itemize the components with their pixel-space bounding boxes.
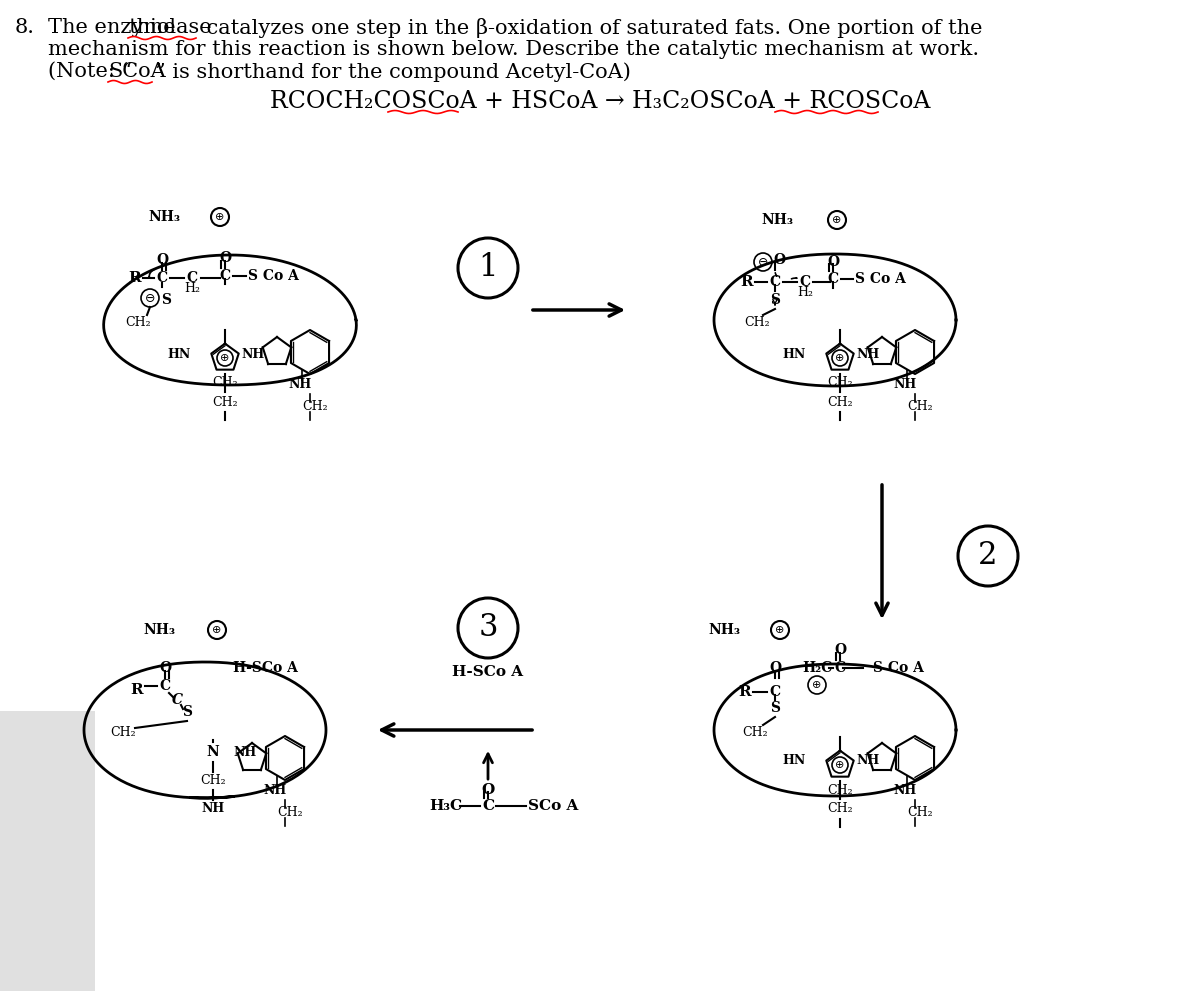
Text: 2: 2 — [978, 540, 997, 572]
Text: CH₂: CH₂ — [907, 807, 932, 820]
Text: 1: 1 — [479, 253, 498, 283]
Text: thiolase: thiolase — [128, 18, 211, 37]
Text: NH₃: NH₃ — [148, 210, 180, 224]
Text: CH₂: CH₂ — [742, 725, 768, 738]
Text: O: O — [827, 255, 839, 269]
Text: H-SCo A: H-SCo A — [233, 661, 298, 675]
Text: S: S — [770, 293, 780, 307]
Text: H-SCo A: H-SCo A — [452, 665, 523, 679]
FancyArrowPatch shape — [149, 269, 155, 277]
Text: C: C — [834, 661, 846, 675]
Text: NH: NH — [893, 784, 917, 797]
Text: ” is shorthand for the compound Acetyl-CoA): ” is shorthand for the compound Acetyl-C… — [155, 62, 631, 81]
Text: catalyzes one step in the β-oxidation of saturated fats. One portion of the: catalyzes one step in the β-oxidation of… — [200, 18, 983, 38]
Text: S: S — [161, 293, 172, 307]
Text: HN: HN — [782, 754, 805, 767]
Text: NH: NH — [893, 378, 917, 390]
Text: CH₂: CH₂ — [302, 400, 328, 413]
Text: SCo A: SCo A — [528, 799, 578, 813]
Text: S Co A: S Co A — [854, 272, 906, 286]
Text: CH₂: CH₂ — [907, 400, 932, 413]
Text: H₂C: H₂C — [802, 661, 832, 675]
Text: C: C — [186, 271, 198, 285]
Text: S Co A: S Co A — [248, 269, 299, 283]
Text: ⊕: ⊕ — [215, 212, 224, 222]
Text: C: C — [160, 679, 170, 693]
Text: ⊖: ⊖ — [145, 291, 155, 304]
Text: NH₃: NH₃ — [708, 623, 740, 637]
Text: HN: HN — [167, 348, 191, 361]
FancyArrowPatch shape — [792, 277, 797, 278]
Text: CH₂: CH₂ — [110, 725, 136, 738]
Text: CH₂: CH₂ — [277, 807, 302, 820]
Text: (Note: “: (Note: “ — [48, 62, 132, 81]
Text: O: O — [218, 251, 232, 265]
Text: NH: NH — [263, 784, 287, 797]
Text: NH₃: NH₃ — [143, 623, 175, 637]
Text: RCOCH₂COSCoA + HSCoA → H₃C₂OSCoA + RCOSCoA: RCOCH₂COSCoA + HSCoA → H₃C₂OSCoA + RCOSC… — [270, 90, 930, 113]
Text: H₃C: H₃C — [430, 799, 462, 813]
Text: NH: NH — [857, 348, 880, 361]
Text: CH₂: CH₂ — [212, 377, 238, 389]
Text: C: C — [799, 275, 810, 289]
Text: O: O — [158, 661, 172, 675]
Text: S Co A: S Co A — [874, 661, 924, 675]
Text: O: O — [769, 661, 781, 675]
Text: H₂: H₂ — [797, 285, 814, 298]
Text: The enzyme: The enzyme — [48, 18, 182, 37]
Text: H₂: H₂ — [184, 281, 200, 294]
Text: mechanism for this reaction is shown below. Describe the catalytic mechanism at : mechanism for this reaction is shown bel… — [48, 40, 979, 59]
Text: O: O — [156, 253, 168, 267]
Text: C: C — [769, 685, 780, 699]
Text: NH: NH — [202, 802, 224, 815]
Text: R: R — [128, 271, 142, 285]
Text: ⊕: ⊕ — [833, 215, 841, 225]
Text: CH₂: CH₂ — [827, 377, 853, 389]
Text: S: S — [770, 701, 780, 715]
Text: CH₂: CH₂ — [744, 315, 770, 328]
Text: C: C — [482, 799, 494, 813]
Text: CH₂: CH₂ — [827, 784, 853, 797]
FancyArrowPatch shape — [775, 273, 776, 276]
Text: N: N — [206, 745, 220, 759]
Text: CH₂: CH₂ — [827, 803, 853, 816]
Text: O: O — [773, 253, 785, 267]
Text: C: C — [828, 272, 839, 286]
Text: C: C — [172, 693, 182, 707]
Text: 3: 3 — [479, 612, 498, 643]
Text: C: C — [220, 269, 230, 283]
Text: CH₂: CH₂ — [125, 315, 151, 328]
Text: SCoA: SCoA — [108, 62, 166, 81]
Text: HN: HN — [782, 348, 805, 361]
Text: CH₂: CH₂ — [827, 395, 853, 408]
Text: C: C — [769, 275, 780, 289]
Text: ⊕: ⊕ — [775, 625, 785, 635]
Bar — [0, 711, 95, 991]
Text: CH₂: CH₂ — [200, 774, 226, 787]
Text: NH: NH — [857, 754, 880, 767]
Text: 8.: 8. — [14, 18, 35, 37]
Text: ⊕: ⊕ — [835, 353, 845, 363]
Text: R: R — [739, 685, 751, 699]
Text: NH: NH — [288, 378, 312, 390]
Text: S: S — [182, 705, 192, 719]
Text: ⊕: ⊕ — [812, 680, 822, 690]
Text: ⊕: ⊕ — [221, 353, 229, 363]
Text: NH: NH — [241, 348, 265, 361]
Text: R: R — [740, 275, 754, 289]
Text: ⊕: ⊕ — [212, 625, 222, 635]
Text: NH: NH — [233, 745, 257, 758]
Text: O: O — [834, 643, 846, 657]
Text: ⊖: ⊖ — [757, 256, 768, 269]
Text: O: O — [481, 783, 494, 797]
Text: ⊕: ⊕ — [835, 760, 845, 770]
Text: NH₃: NH₃ — [761, 213, 793, 227]
Text: R: R — [131, 683, 143, 697]
Text: C: C — [156, 271, 168, 285]
Text: CH₂: CH₂ — [212, 395, 238, 408]
